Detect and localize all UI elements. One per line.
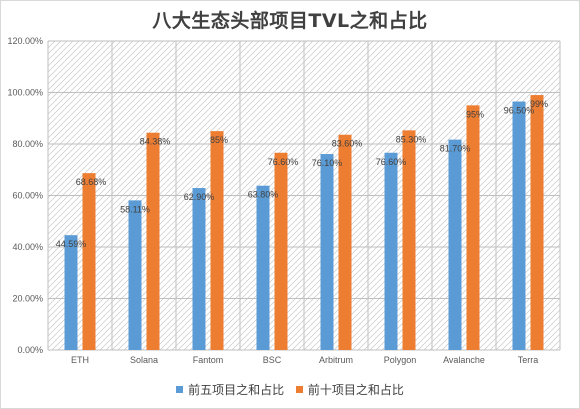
y-tick-label: 0.00% — [17, 345, 43, 355]
x-tick-label: Terra — [518, 355, 539, 365]
data-label: 85% — [210, 135, 228, 145]
data-label: 85.30% — [396, 134, 427, 144]
data-label: 44.59% — [56, 239, 87, 249]
x-tick-label: Arbitrum — [319, 355, 353, 365]
x-tick-label: Avalanche — [443, 355, 485, 365]
y-tick-label: 60.00% — [12, 191, 43, 201]
bar-top5 — [128, 200, 142, 350]
y-tick-label: 100.00% — [7, 88, 43, 98]
bar-top5 — [64, 235, 78, 350]
data-label: 96.50% — [504, 106, 535, 116]
x-tick-label: ETH — [71, 355, 89, 365]
data-label: 84.38% — [140, 137, 171, 147]
bar-top10 — [338, 134, 352, 350]
chart-title: 八大生态头部项目TVL之和占比 — [152, 10, 428, 32]
legend-label-top10: 前十项目之和占比 — [307, 383, 404, 397]
data-label: 58.11% — [120, 204, 150, 214]
legend-swatch-orange — [295, 386, 303, 393]
bar-top5 — [512, 101, 526, 350]
x-tick-label: BSC — [263, 355, 282, 365]
data-label: 95% — [466, 109, 484, 119]
bar-top10 — [466, 105, 480, 350]
y-tick-label: 80.00% — [12, 139, 43, 149]
legend-item-top10: 前十项目之和占比 — [295, 381, 404, 398]
data-label: 99% — [530, 99, 548, 109]
legend-label-top5: 前五项目之和占比 — [188, 383, 285, 397]
x-tick-label: Solana — [130, 355, 158, 365]
data-label: 76.10% — [312, 158, 343, 168]
bar-top10 — [274, 152, 288, 350]
bar-top10 — [402, 130, 416, 350]
data-label: 83.60% — [332, 139, 363, 149]
legend-swatch-blue — [176, 386, 184, 393]
x-tick-label: Fantom — [193, 355, 224, 365]
bar-top5 — [192, 188, 206, 350]
bar-top10 — [146, 132, 160, 350]
bar-top5 — [384, 152, 398, 350]
data-label: 62.90% — [184, 192, 215, 202]
data-label: 81.70% — [440, 144, 471, 154]
data-label: 63.80% — [248, 190, 279, 200]
legend: 前五项目之和占比 前十项目之和占比 — [0, 381, 580, 398]
bar-top10 — [530, 95, 544, 350]
y-tick-label: 20.00% — [12, 294, 43, 304]
bar-top10 — [82, 173, 96, 350]
y-tick-label: 120.00% — [7, 36, 43, 46]
data-label: 68.68% — [76, 177, 107, 187]
data-label: 76.60% — [268, 157, 299, 167]
y-tick-label: 40.00% — [12, 242, 43, 252]
data-label: 76.60% — [376, 157, 407, 167]
bar-top5 — [320, 154, 334, 350]
legend-item-top5: 前五项目之和占比 — [176, 381, 284, 398]
x-tick-label: Polygon — [384, 355, 417, 365]
bar-top10 — [210, 131, 224, 350]
bar-top5 — [448, 139, 462, 350]
bar-top5 — [256, 185, 270, 350]
